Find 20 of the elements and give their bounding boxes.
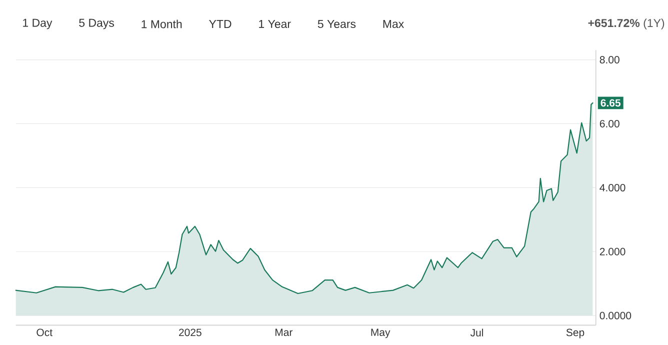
x-tick-label: May: [371, 328, 390, 338]
text: +651.72% (1Y): [588, 18, 664, 30]
x-tick-label: Jul: [470, 328, 484, 336]
x-tick-label: Sep: [566, 328, 584, 338]
y-tick-label: 2.000: [600, 248, 626, 256]
text: Max: [383, 20, 404, 28]
text: YTD: [209, 20, 232, 28]
y-tick-label: 0.0000: [600, 312, 632, 320]
y-tick-label: 4.000: [600, 184, 626, 192]
annotation: 6.65: [600, 99, 621, 107]
text: 1 Month: [142, 20, 182, 28]
text: 1 Day: [23, 18, 52, 30]
x-tick-label: Mar: [275, 328, 293, 336]
x-tick-label: Oct: [36, 328, 52, 336]
text: 5 Days: [79, 18, 114, 30]
y-tick-label: 8.00: [600, 56, 620, 64]
y-tick-label: 6.00: [600, 120, 620, 128]
text: 5 Years: [318, 20, 356, 28]
text: 1 Year: [259, 20, 291, 28]
x-tick-label: 2025: [179, 328, 202, 336]
